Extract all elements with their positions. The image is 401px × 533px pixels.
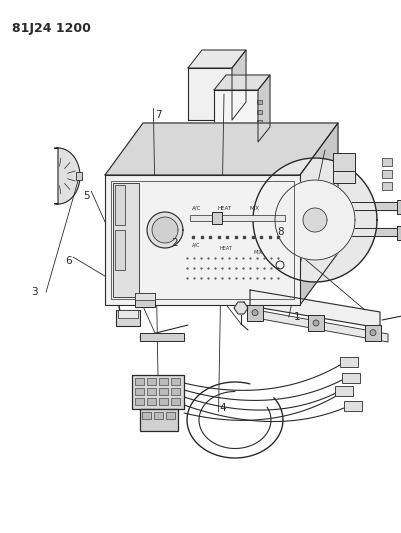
Text: HEAT: HEAT (220, 246, 233, 251)
Polygon shape (303, 208, 327, 232)
Bar (340, 357, 358, 367)
Bar (333, 171, 355, 183)
Bar (154, 412, 163, 419)
Polygon shape (256, 310, 388, 342)
Bar (382, 158, 392, 166)
Circle shape (313, 320, 319, 326)
Bar (159, 398, 168, 405)
Bar (118, 310, 138, 318)
Bar (171, 388, 180, 395)
Bar (142, 412, 151, 419)
Bar (188, 68, 232, 120)
Text: 3: 3 (31, 287, 37, 297)
Polygon shape (243, 202, 401, 210)
Bar (159, 378, 168, 385)
Bar (115, 230, 125, 270)
Text: MIX: MIX (253, 249, 262, 254)
Bar (147, 398, 156, 405)
Text: 81J24 1200: 81J24 1200 (12, 22, 91, 35)
Text: MIX: MIX (250, 206, 260, 211)
Polygon shape (250, 290, 380, 328)
Polygon shape (258, 75, 270, 142)
Bar (365, 325, 381, 341)
Polygon shape (147, 212, 183, 248)
Polygon shape (152, 217, 178, 243)
Polygon shape (188, 50, 246, 68)
Bar (190, 215, 285, 221)
Bar (76, 172, 82, 180)
Polygon shape (300, 123, 338, 305)
Bar (171, 398, 180, 405)
Text: A/C: A/C (192, 206, 202, 211)
Bar (231, 88, 236, 92)
Bar (140, 409, 178, 431)
Bar (333, 153, 355, 171)
Bar (135, 388, 144, 395)
Polygon shape (234, 302, 248, 314)
Bar (257, 120, 262, 124)
Bar (135, 293, 155, 307)
Bar (397, 226, 401, 240)
Bar (135, 293, 155, 300)
Circle shape (370, 329, 376, 336)
Text: 8: 8 (277, 227, 284, 237)
Polygon shape (275, 180, 355, 260)
Polygon shape (105, 123, 338, 175)
Bar (140, 333, 184, 341)
Bar (308, 315, 324, 331)
Text: 4: 4 (219, 403, 226, 413)
Bar (247, 305, 263, 321)
Polygon shape (214, 75, 270, 90)
Bar (231, 108, 236, 112)
Bar (257, 110, 262, 114)
Bar (116, 310, 140, 326)
Bar (382, 182, 392, 190)
Polygon shape (55, 148, 80, 204)
Bar (159, 388, 168, 395)
Circle shape (252, 310, 258, 316)
Bar (257, 100, 262, 104)
Bar (113, 183, 139, 297)
Polygon shape (232, 50, 246, 120)
Text: HEAT: HEAT (218, 206, 232, 211)
Text: 1: 1 (294, 312, 300, 322)
Bar (147, 378, 156, 385)
Polygon shape (253, 158, 377, 282)
Text: 7: 7 (155, 110, 162, 119)
Bar (231, 98, 236, 102)
Bar (342, 373, 360, 383)
Bar (166, 412, 175, 419)
Bar (257, 130, 262, 134)
Text: 6: 6 (65, 256, 71, 266)
Bar (212, 212, 222, 224)
Bar (171, 378, 180, 385)
Bar (382, 170, 392, 178)
Polygon shape (243, 228, 401, 236)
Bar (397, 200, 401, 214)
Bar (111, 181, 294, 299)
Bar (115, 185, 125, 225)
Bar (344, 401, 362, 411)
Bar (105, 175, 300, 305)
Bar (231, 78, 236, 82)
Bar (147, 388, 156, 395)
Text: 2: 2 (171, 238, 178, 247)
Text: A/C: A/C (192, 243, 200, 247)
Bar (135, 398, 144, 405)
Bar (214, 90, 258, 142)
Text: 5: 5 (83, 191, 89, 201)
Bar (335, 386, 353, 396)
Bar (132, 375, 184, 409)
Bar (135, 378, 144, 385)
